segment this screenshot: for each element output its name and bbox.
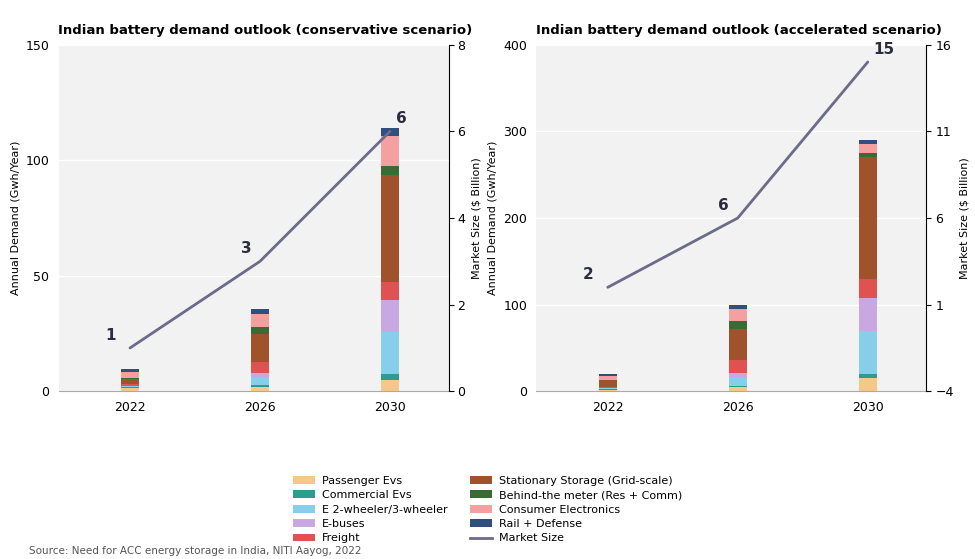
Bar	[728, 310, 747, 321]
Bar	[381, 282, 399, 300]
Bar	[599, 386, 616, 388]
Y-axis label: Market Size ($ Billion): Market Size ($ Billion)	[959, 157, 969, 279]
Bar	[121, 388, 138, 391]
Bar	[381, 136, 399, 166]
Bar	[859, 378, 877, 391]
Bar	[252, 334, 269, 362]
Bar	[859, 158, 877, 279]
Bar	[728, 329, 747, 359]
Bar	[381, 333, 399, 374]
Bar	[859, 298, 877, 331]
Bar	[599, 376, 616, 380]
Text: 3: 3	[241, 241, 252, 256]
Bar	[252, 314, 269, 327]
Bar	[599, 390, 616, 391]
Bar	[381, 380, 399, 391]
Bar	[252, 327, 269, 334]
Bar	[252, 309, 269, 314]
Y-axis label: Market Size ($ Billion): Market Size ($ Billion)	[471, 157, 481, 279]
Text: 2: 2	[583, 267, 594, 282]
Text: 6: 6	[396, 111, 407, 126]
Text: 15: 15	[874, 42, 894, 56]
Bar	[728, 305, 747, 310]
Bar	[252, 385, 269, 387]
Bar	[121, 378, 138, 385]
Bar	[381, 374, 399, 380]
Bar	[252, 377, 269, 385]
Bar	[381, 176, 399, 282]
Bar	[599, 380, 616, 381]
Y-axis label: Annual Demand (Gwh/Year): Annual Demand (Gwh/Year)	[10, 141, 20, 295]
Bar	[859, 144, 877, 153]
Bar	[252, 387, 269, 391]
Bar	[859, 279, 877, 298]
Bar	[252, 362, 269, 373]
Bar	[728, 359, 747, 373]
Text: 1: 1	[105, 328, 115, 343]
Text: 6: 6	[719, 198, 729, 212]
Text: Source: Need for ACC energy storage in India, NITI Aayog, 2022: Source: Need for ACC energy storage in I…	[29, 546, 362, 556]
Text: Indian battery demand outlook (conservative scenario): Indian battery demand outlook (conservat…	[58, 23, 473, 36]
Bar	[381, 300, 399, 333]
Bar	[121, 386, 138, 387]
Bar	[859, 140, 877, 144]
Bar	[728, 373, 747, 377]
Bar	[728, 377, 747, 386]
Bar	[381, 166, 399, 176]
Bar	[859, 331, 877, 374]
Bar	[728, 386, 747, 387]
Bar	[121, 385, 138, 386]
Bar	[728, 321, 747, 329]
Bar	[728, 387, 747, 391]
Y-axis label: Annual Demand (Gwh/Year): Annual Demand (Gwh/Year)	[488, 141, 498, 295]
Bar	[252, 373, 269, 377]
Bar	[381, 128, 399, 136]
Legend: Passenger Evs, Commercial Evs, E 2-wheeler/3-wheeler, E-buses, Freight, Stationa: Passenger Evs, Commercial Evs, E 2-wheel…	[289, 471, 686, 548]
Bar	[121, 372, 138, 378]
Text: Indian battery demand outlook (accelerated scenario): Indian battery demand outlook (accelerat…	[536, 23, 942, 36]
Bar	[599, 381, 616, 386]
Bar	[859, 374, 877, 378]
Bar	[121, 369, 138, 372]
Bar	[859, 153, 877, 158]
Bar	[599, 375, 616, 376]
